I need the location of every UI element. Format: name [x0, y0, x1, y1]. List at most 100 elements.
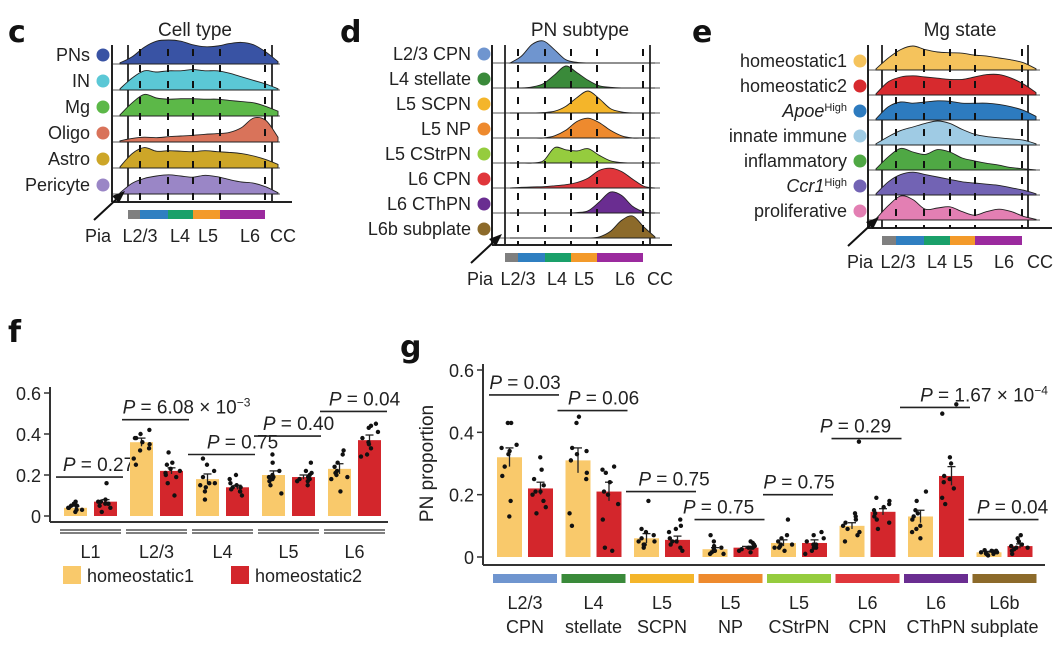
data-point: [332, 464, 337, 469]
data-point: [106, 501, 111, 506]
data-point: [678, 523, 684, 529]
legend-label-superscript: High: [824, 102, 847, 114]
data-point: [813, 542, 819, 547]
data-point: [74, 507, 79, 513]
p-value: = 0.40: [276, 414, 335, 435]
data-point: [989, 548, 994, 553]
layer-color-segment: [882, 236, 896, 245]
data-point: [270, 460, 275, 465]
category-color-bar: [493, 574, 557, 583]
data-point: [782, 548, 787, 553]
bar-homeostatic2: [226, 487, 249, 516]
data-point: [918, 536, 923, 541]
density-ridge: [510, 90, 655, 114]
data-point: [345, 474, 350, 480]
p-value: = 0.75: [220, 433, 279, 454]
data-point: [670, 539, 675, 544]
legend-label: Oligo: [48, 123, 90, 143]
data-point: [643, 529, 649, 535]
category-color-bar: [630, 574, 694, 583]
legend-label: PNs: [56, 45, 90, 65]
legend-dot: [96, 178, 110, 192]
data-point: [941, 473, 947, 479]
data-point: [954, 402, 959, 407]
p-symbol: P: [207, 433, 220, 454]
bar-homeostatic1: [497, 457, 522, 557]
density-ridge: [875, 120, 1037, 146]
legend-label: homeostatic1: [87, 566, 194, 586]
data-point: [772, 545, 777, 550]
data-point: [1015, 536, 1020, 541]
data-point: [651, 532, 656, 538]
data-point: [739, 547, 744, 552]
x-tick-label-line1: L5: [652, 593, 672, 613]
data-point: [856, 439, 862, 444]
panel-g-pn-proportion-bar-chart: 0 0.2 0.4 0.6 PN proportion L2/3 CPN P = 0.03 L4…: [417, 361, 1049, 637]
data-point: [584, 470, 590, 476]
data-point: [79, 507, 85, 513]
data-point: [305, 478, 310, 484]
data-point: [574, 420, 579, 426]
layer-color-segment: [140, 210, 168, 219]
data-point: [707, 551, 713, 557]
legend-label: homeostatic2: [255, 566, 362, 586]
legend-label: L6b subplate: [368, 219, 471, 239]
data-point: [852, 511, 858, 516]
data-point: [1018, 532, 1023, 538]
data-point: [748, 550, 753, 555]
p-value: = 0.04: [990, 498, 1049, 519]
data-point: [534, 511, 539, 516]
layer-color-segment: [220, 210, 265, 219]
p-value: = 0.75: [776, 473, 835, 494]
data-point: [918, 523, 923, 529]
legend-dot: [477, 147, 491, 161]
data-point: [168, 466, 173, 472]
data-point: [721, 551, 726, 557]
panel-letter-g: g: [400, 330, 421, 365]
data-point: [147, 442, 152, 447]
p-value: = 0.03: [502, 373, 561, 394]
panel-d-pn-subtype-ridgeline: PN subtype L2/3 CPN L4 stellate L5 SCPN L5 N…: [368, 20, 673, 289]
data-point: [607, 480, 613, 485]
data-point: [746, 545, 751, 550]
data-point: [1008, 543, 1014, 549]
legend-dot: [477, 72, 491, 86]
x-tick-label: L6: [994, 252, 1014, 272]
category-color-bar: [972, 574, 1037, 583]
layer-color-segment: [168, 210, 193, 219]
p-value-exponent: −4: [1034, 383, 1048, 397]
layer-color-segment: [896, 236, 924, 245]
bar-homeostatic1: [130, 442, 153, 516]
data-point: [610, 548, 615, 553]
legend-label: Pericyte: [25, 175, 90, 195]
data-point: [576, 414, 582, 419]
bar-homeostatic2: [1007, 546, 1033, 557]
panel-c-cell-type-ridgeline: Cell type PNs IN Mg Oligo Astro Pericyte Pia L2/…: [25, 20, 296, 246]
layer-color-segment: [545, 253, 571, 262]
p-symbol: P: [763, 473, 776, 494]
data-point: [875, 526, 881, 532]
p-symbol: P: [489, 373, 502, 394]
data-point: [789, 542, 795, 547]
density-ridge: [875, 147, 1037, 171]
legend-dot: [96, 74, 110, 88]
p-symbol: P: [920, 385, 933, 406]
data-point: [584, 476, 589, 482]
data-point: [652, 539, 657, 544]
layer-color-segment: [571, 253, 597, 262]
data-point: [137, 448, 143, 453]
x-tick-label: L2/3: [122, 226, 157, 246]
legend-dot: [477, 47, 491, 61]
data-point: [915, 511, 920, 516]
data-point: [853, 517, 859, 522]
density-ridge: [510, 191, 656, 214]
legend-dot: [853, 54, 867, 68]
data-point: [103, 501, 108, 506]
data-point: [785, 517, 791, 522]
data-point: [914, 526, 919, 532]
panel-f-layer-bar-chart: 0 0.2 0.4 0.6 L1 P = 0.27 L2/3 P = 6.08 × 10−3 L…: [16, 384, 401, 586]
y-tick-label: 0.6: [449, 361, 474, 381]
data-point: [569, 445, 575, 451]
density-ridge: [509, 167, 656, 189]
category-color-bar: [835, 574, 900, 583]
